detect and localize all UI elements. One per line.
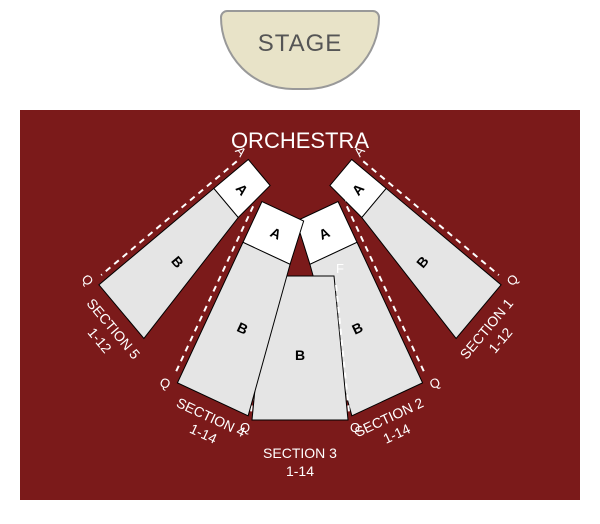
stage-area: STAGE bbox=[0, 0, 600, 110]
sec3-name: SECTION 3 bbox=[263, 445, 337, 461]
seating-area: ORCHESTRA A B A Q SECTION 1 1-12 bbox=[20, 110, 580, 500]
stage-label: STAGE bbox=[258, 30, 343, 58]
sec3-aisle-q-r: Q bbox=[350, 420, 360, 435]
sec3-row-b: B bbox=[295, 347, 305, 363]
stage-shape: STAGE bbox=[220, 10, 380, 90]
seating-chart-container: STAGE ORCHESTRA A B A Q SECTION 1 1- bbox=[0, 0, 600, 524]
sec3-aisle-f-r: F bbox=[336, 261, 344, 276]
orchestra-label: ORCHESTRA bbox=[231, 128, 369, 153]
seating-svg: ORCHESTRA A B A Q SECTION 1 1-12 bbox=[20, 110, 580, 500]
sec3-seats: 1-14 bbox=[286, 463, 314, 479]
